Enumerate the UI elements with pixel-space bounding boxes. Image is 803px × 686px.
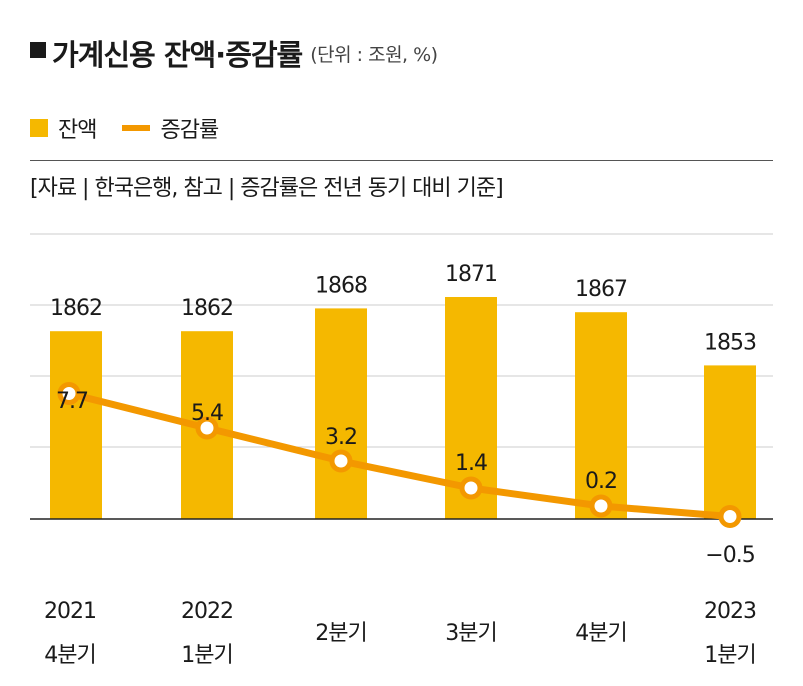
rate-value-label-4: 0.2 bbox=[585, 469, 617, 494]
rate-value-label-0: 7.7 bbox=[56, 389, 88, 414]
legend-line-swatch bbox=[122, 125, 151, 131]
rate-value-label-3: 1.4 bbox=[455, 451, 487, 476]
bar-value-label-1: 1862 bbox=[181, 296, 233, 321]
x-tick-year-5: 2023 bbox=[704, 599, 756, 624]
bar-0 bbox=[50, 331, 102, 519]
bar-value-label-2: 1868 bbox=[315, 273, 367, 298]
rate-line bbox=[65, 390, 734, 520]
bar-value-label-4: 1867 bbox=[575, 277, 627, 302]
x-tick-quarter-3: 3분기 bbox=[445, 621, 496, 646]
legend-line-label: 증감률 bbox=[160, 118, 219, 143]
bar-5 bbox=[704, 365, 756, 519]
chart-title: 가계신용 잔액·증감률 bbox=[52, 38, 303, 72]
x-tick-quarter-0: 4분기 bbox=[44, 643, 95, 668]
rate-value-label-5: −0.5 bbox=[705, 543, 754, 568]
x-tick-quarter-4: 4분기 bbox=[575, 621, 626, 646]
x-tick-year-1: 2022 bbox=[181, 599, 233, 624]
bar-2 bbox=[315, 308, 367, 519]
x-tick-quarter-1: 1분기 bbox=[181, 643, 232, 668]
rate-point-4 bbox=[589, 494, 613, 518]
x-tick-year-0: 2021 bbox=[44, 599, 96, 624]
x-tick-quarter-5: 1분기 bbox=[704, 643, 755, 668]
rate-point-3 bbox=[459, 476, 483, 500]
bar-value-label-3: 1871 bbox=[445, 262, 497, 287]
legend: 잔액 증감률 bbox=[30, 112, 219, 144]
square-bullet-icon bbox=[30, 42, 46, 58]
chart-unit: (단위 : 조원, %) bbox=[310, 43, 438, 66]
bar-value-label-0: 1862 bbox=[50, 296, 102, 321]
chart-header: 가계신용 잔액·증감률 (단위 : 조원, %) bbox=[30, 32, 438, 74]
source-note: [자료 | 한국은행, 참고 | 증감률은 전년 동기 대비 기준] bbox=[30, 176, 504, 201]
rate-point-5 bbox=[718, 505, 742, 528]
rate-point-2 bbox=[329, 449, 353, 473]
bar-value-label-5: 1853 bbox=[704, 330, 756, 355]
rate-point-0 bbox=[57, 382, 81, 405]
bar-4 bbox=[575, 312, 627, 519]
legend-bar-swatch bbox=[30, 119, 48, 137]
rate-value-label-2: 3.2 bbox=[325, 425, 357, 450]
x-tick-quarter-2: 2분기 bbox=[315, 621, 366, 646]
rate-point-1 bbox=[195, 416, 219, 440]
rate-value-label-1: 5.4 bbox=[191, 401, 223, 426]
header-divider bbox=[30, 160, 773, 161]
legend-bar-label: 잔액 bbox=[58, 118, 97, 143]
